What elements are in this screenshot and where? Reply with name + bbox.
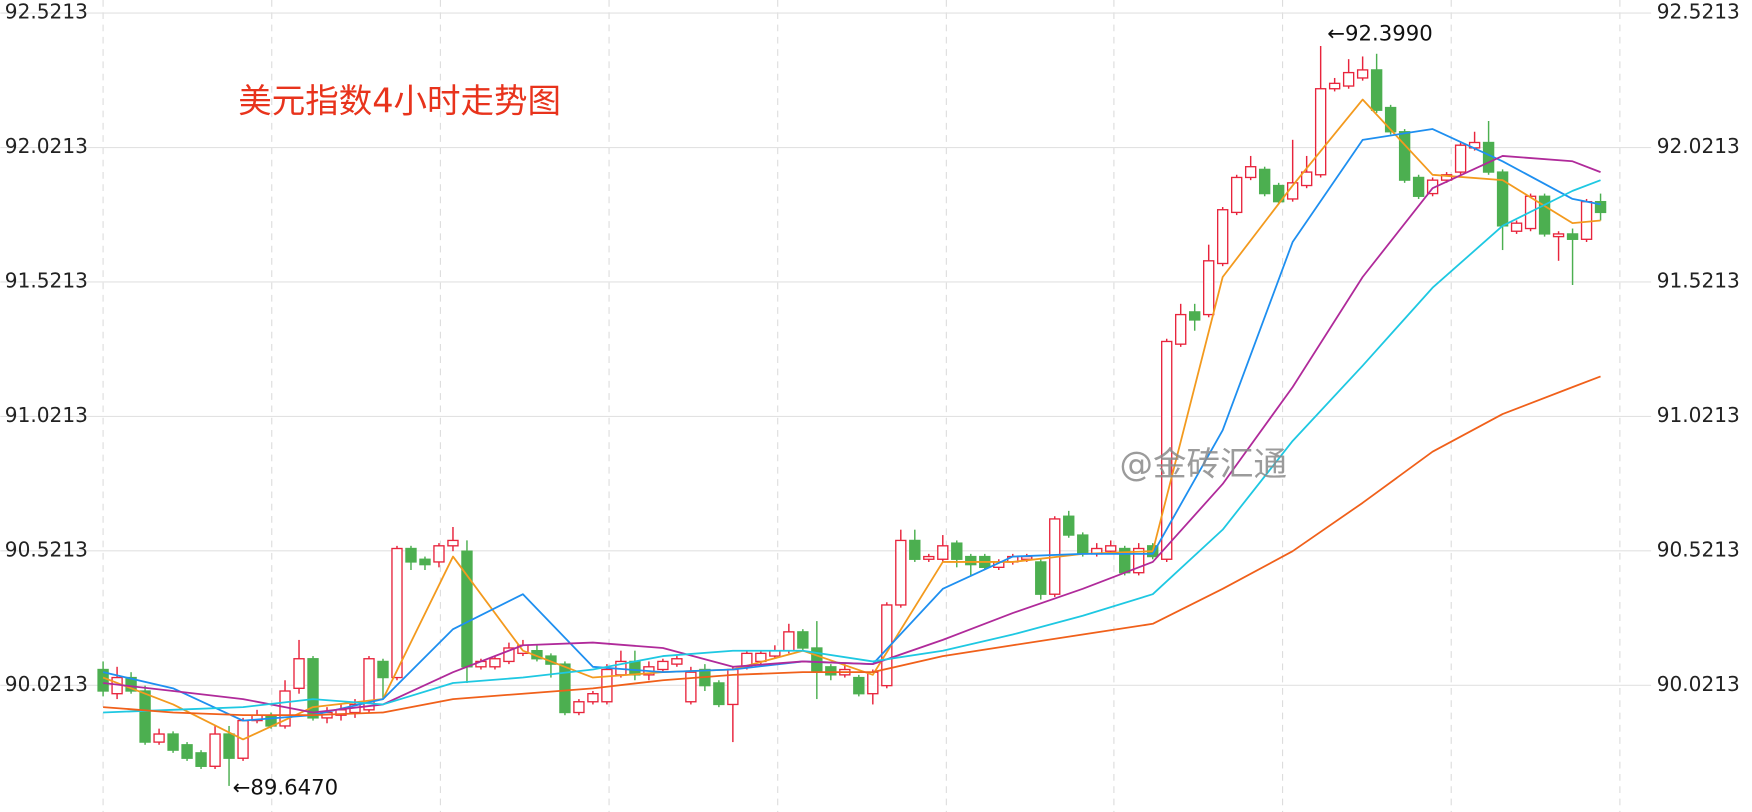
candle-body <box>853 676 865 695</box>
candle-body <box>909 539 921 560</box>
candle-body <box>1189 311 1201 321</box>
candle-body <box>503 647 515 663</box>
candle-body <box>1063 515 1075 536</box>
candle-body <box>1314 88 1327 176</box>
candle-body <box>1272 184 1285 203</box>
y2-tick-label: 92.5213 <box>1657 0 1740 24</box>
y-tick-label: 92.5213 <box>5 0 88 24</box>
candle-body <box>1412 176 1425 197</box>
chart-title: 美元指数4小时走势图 <box>238 81 561 120</box>
candle-body <box>461 550 473 668</box>
candle-body <box>1133 547 1145 574</box>
candle-body <box>587 693 599 703</box>
candle-body <box>209 733 221 767</box>
y-tick-label: 90.5213 <box>5 537 88 561</box>
candle-body <box>685 671 697 703</box>
candle-body <box>1398 131 1411 181</box>
candle-body <box>307 658 319 719</box>
candle-body <box>363 658 375 711</box>
candle-body <box>657 660 669 671</box>
moving-average-line <box>103 179 1601 714</box>
candle-body <box>573 701 585 714</box>
candle-body <box>1328 82 1341 90</box>
candle-body <box>965 555 977 566</box>
y2-tick-label: 91.5213 <box>1657 268 1740 292</box>
moving-average-line <box>102 128 1601 722</box>
high-annotation: ←92.3990 <box>1327 22 1433 47</box>
low-annotation: ←89.6470 <box>233 776 339 801</box>
candle-body <box>1510 222 1523 232</box>
vertical-grid <box>102 0 1621 812</box>
candle-body <box>1384 106 1397 133</box>
candle-body <box>1230 176 1243 214</box>
candle-body <box>923 555 935 560</box>
candle-body <box>153 733 165 743</box>
candle-body <box>223 733 235 759</box>
candle-body <box>293 658 305 689</box>
y-tick-label: 91.0213 <box>5 403 88 427</box>
moving-average-line <box>103 375 1601 717</box>
y2-tick-label: 92.0213 <box>1657 134 1740 158</box>
candle-body <box>1426 179 1439 195</box>
candle-body <box>391 547 403 679</box>
candle-body <box>713 682 725 706</box>
candle-body <box>433 545 445 563</box>
candle-body <box>783 631 795 652</box>
candle-body <box>1035 561 1047 595</box>
y2-tick-label: 90.5213 <box>1657 537 1740 561</box>
moving-average-line <box>102 98 1601 741</box>
candle-body <box>825 666 837 676</box>
candle-body <box>1566 233 1579 240</box>
candle-body <box>937 545 949 560</box>
moving-average-line <box>102 155 1601 714</box>
candle-body <box>1356 69 1369 79</box>
candle-body <box>1161 340 1173 560</box>
candle-body <box>1105 545 1117 552</box>
y-tick-label: 90.0213 <box>5 672 88 696</box>
candle-body <box>1440 174 1453 181</box>
candle-body <box>1538 195 1551 235</box>
candle-body <box>167 733 179 751</box>
plot: 90.0213 90.0213 90.5213 90.5213 91.0213 91.02… <box>0 0 1740 786</box>
candle-body <box>741 652 753 668</box>
candle-body <box>1594 200 1607 214</box>
candle-body <box>1454 144 1467 173</box>
candle-body <box>181 744 193 759</box>
candle-body <box>559 663 571 714</box>
candle-body <box>195 752 207 767</box>
y-tick-label: 92.0213 <box>5 134 88 158</box>
y2-tick-label: 91.0213 <box>1657 403 1740 427</box>
candle-body <box>1216 209 1229 265</box>
candle-body <box>139 690 151 743</box>
candle-body <box>629 660 641 676</box>
candle-body <box>1552 233 1565 238</box>
candle-body <box>1175 313 1187 345</box>
watermark: @金砖汇通 <box>1119 444 1287 483</box>
candle-body <box>489 658 501 668</box>
candle-body <box>405 547 417 563</box>
candle-body <box>125 676 137 692</box>
candle-body <box>797 631 809 649</box>
candle-body <box>419 558 431 566</box>
candle-body <box>1580 200 1593 240</box>
candle-body <box>895 539 907 606</box>
candle-body <box>951 542 963 560</box>
candle-body <box>671 658 683 665</box>
y-tick-label: 91.5213 <box>5 268 88 292</box>
candle-body <box>1370 69 1383 111</box>
candle-body <box>447 539 459 547</box>
candle-body <box>1077 534 1089 555</box>
candle-body <box>1258 168 1271 195</box>
candle-body <box>377 660 389 679</box>
candle-body <box>1300 171 1313 187</box>
candle-body <box>1244 166 1257 179</box>
y2-tick-label: 90.0213 <box>1657 672 1740 696</box>
candle-body <box>1203 260 1215 316</box>
candle-body <box>1342 71 1355 87</box>
